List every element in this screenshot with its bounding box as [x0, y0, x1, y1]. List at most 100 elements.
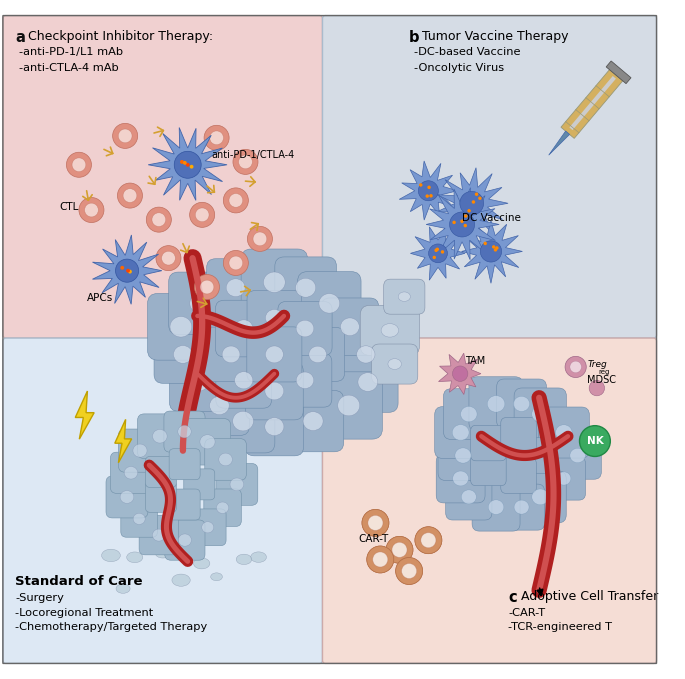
Text: CAR-T: CAR-T [358, 534, 388, 545]
FancyBboxPatch shape [338, 327, 394, 382]
Ellipse shape [358, 373, 377, 391]
Ellipse shape [120, 491, 134, 503]
FancyBboxPatch shape [282, 390, 344, 452]
Ellipse shape [455, 448, 471, 463]
Text: MDSC: MDSC [587, 375, 616, 386]
Circle shape [368, 515, 383, 530]
FancyBboxPatch shape [3, 338, 323, 663]
FancyBboxPatch shape [278, 301, 332, 356]
Ellipse shape [388, 359, 401, 369]
Circle shape [366, 546, 394, 573]
Circle shape [492, 245, 495, 249]
Circle shape [119, 129, 132, 143]
Circle shape [429, 244, 447, 263]
Text: Treg: Treg [587, 360, 607, 369]
Circle shape [368, 515, 383, 530]
FancyBboxPatch shape [291, 327, 345, 382]
FancyBboxPatch shape [121, 500, 158, 537]
Circle shape [186, 163, 190, 167]
Circle shape [373, 552, 388, 567]
Ellipse shape [216, 502, 229, 513]
Circle shape [467, 209, 471, 213]
FancyBboxPatch shape [139, 515, 179, 555]
Circle shape [66, 152, 92, 177]
FancyBboxPatch shape [371, 344, 418, 384]
Text: -Chemotherapy/Targeted Therapy: -Chemotherapy/Targeted Therapy [15, 622, 208, 632]
Text: DC Vaccine: DC Vaccine [462, 213, 521, 223]
Circle shape [128, 270, 132, 274]
Circle shape [589, 380, 605, 396]
Circle shape [427, 185, 431, 189]
FancyBboxPatch shape [543, 457, 586, 500]
FancyBboxPatch shape [119, 429, 162, 472]
FancyBboxPatch shape [514, 388, 566, 440]
Ellipse shape [200, 435, 215, 449]
FancyBboxPatch shape [169, 489, 200, 520]
FancyBboxPatch shape [471, 425, 506, 461]
FancyBboxPatch shape [203, 327, 258, 382]
Polygon shape [410, 227, 465, 280]
FancyBboxPatch shape [499, 484, 545, 530]
Ellipse shape [226, 279, 245, 297]
FancyBboxPatch shape [138, 414, 182, 458]
Ellipse shape [514, 500, 529, 514]
Circle shape [392, 542, 407, 557]
FancyBboxPatch shape [145, 456, 177, 488]
Circle shape [174, 151, 201, 179]
FancyBboxPatch shape [106, 476, 148, 518]
Circle shape [362, 509, 389, 536]
Circle shape [464, 224, 467, 227]
Ellipse shape [265, 310, 284, 326]
FancyBboxPatch shape [278, 354, 332, 407]
Ellipse shape [234, 371, 253, 389]
FancyBboxPatch shape [514, 471, 566, 523]
Ellipse shape [153, 529, 165, 541]
FancyBboxPatch shape [169, 449, 200, 480]
Circle shape [116, 259, 138, 282]
Text: -Surgery: -Surgery [15, 593, 64, 603]
Ellipse shape [460, 406, 477, 422]
Ellipse shape [190, 294, 210, 313]
Text: APCs: APCs [86, 293, 113, 303]
Ellipse shape [233, 411, 253, 431]
Circle shape [253, 232, 266, 246]
Circle shape [421, 532, 436, 548]
Text: NK: NK [586, 436, 603, 446]
Text: CTL: CTL [60, 202, 79, 212]
Ellipse shape [222, 346, 240, 363]
Circle shape [449, 212, 475, 237]
FancyBboxPatch shape [245, 362, 303, 420]
Circle shape [223, 251, 249, 276]
Polygon shape [399, 161, 458, 220]
Circle shape [460, 219, 464, 223]
Circle shape [147, 207, 171, 232]
Circle shape [117, 183, 142, 208]
FancyBboxPatch shape [169, 352, 228, 411]
FancyBboxPatch shape [110, 452, 151, 494]
FancyBboxPatch shape [501, 418, 536, 453]
Circle shape [366, 546, 394, 573]
FancyBboxPatch shape [216, 464, 258, 505]
Circle shape [453, 366, 468, 382]
Ellipse shape [189, 373, 208, 391]
FancyBboxPatch shape [207, 259, 264, 316]
Ellipse shape [487, 396, 505, 412]
Ellipse shape [201, 521, 214, 533]
Circle shape [229, 256, 242, 270]
Circle shape [464, 215, 468, 218]
Ellipse shape [295, 278, 316, 297]
Circle shape [570, 361, 582, 373]
Text: Tumor Vaccine Therapy: Tumor Vaccine Therapy [418, 30, 569, 43]
Circle shape [152, 213, 166, 227]
FancyBboxPatch shape [360, 306, 419, 355]
Ellipse shape [178, 534, 191, 546]
Circle shape [233, 149, 258, 175]
FancyBboxPatch shape [164, 411, 205, 452]
FancyBboxPatch shape [245, 397, 303, 456]
Ellipse shape [338, 395, 360, 416]
Text: reg: reg [599, 369, 610, 375]
Circle shape [392, 543, 407, 557]
FancyBboxPatch shape [189, 509, 226, 546]
Polygon shape [148, 128, 227, 200]
Ellipse shape [398, 292, 410, 301]
